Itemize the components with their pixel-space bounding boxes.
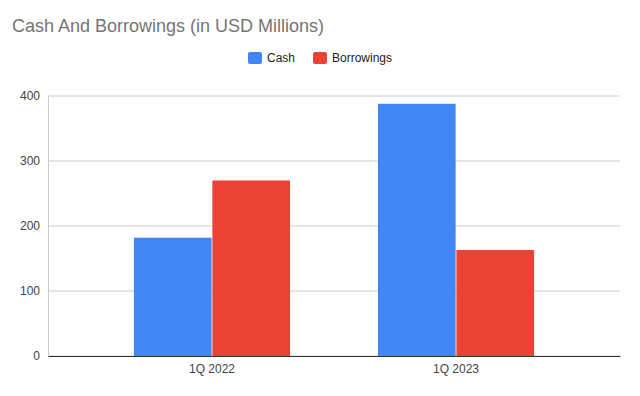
bar	[134, 238, 212, 356]
bars	[134, 104, 534, 356]
legend-item: Cash	[248, 51, 295, 65]
grid-line	[48, 291, 620, 292]
y-tick: 200	[20, 219, 48, 233]
y-tick-label: 400	[20, 89, 40, 103]
grid	[48, 96, 620, 356]
x-tick-label: 1Q 2023	[433, 362, 479, 376]
y-tick: 400	[20, 89, 48, 103]
x-tick: 1Q 2022	[189, 356, 235, 376]
legend-swatch	[248, 52, 262, 64]
legend-item: Borrowings	[313, 51, 392, 65]
legend-label: Borrowings	[332, 51, 392, 65]
y-tick-label: 100	[20, 284, 40, 298]
bar	[378, 104, 456, 356]
title: Cash And Borrowings (in USD Millions)	[12, 16, 324, 36]
grid-line	[48, 356, 620, 357]
legend-swatch	[313, 52, 327, 64]
y-axis: 0 100 200 300 400	[20, 89, 49, 363]
legend-label: Cash	[267, 51, 295, 65]
chart: 0 100 200 300 400 1Q 2022 1Q 2023 Cash And Borr…	[0, 0, 640, 396]
grid-line	[48, 96, 620, 97]
y-tick: 100	[20, 284, 48, 298]
y-tick: 300	[20, 154, 48, 168]
y-tick-label: 0	[33, 349, 40, 363]
y-tick-label: 200	[20, 219, 40, 233]
bar	[212, 181, 290, 357]
grid-line	[48, 161, 620, 162]
y-tick-label: 300	[20, 154, 40, 168]
bar	[456, 250, 534, 356]
x-tick-label: 1Q 2022	[189, 362, 235, 376]
x-axis: 1Q 2022 1Q 2023	[49, 356, 621, 376]
legend: Cash Borrowings	[248, 51, 392, 65]
x-tick: 1Q 2023	[433, 356, 479, 376]
grid-line	[48, 226, 620, 227]
y-axis-line	[48, 97, 49, 357]
background	[0, 0, 640, 396]
y-tick: 0	[33, 349, 48, 363]
x-axis-line	[49, 356, 621, 357]
